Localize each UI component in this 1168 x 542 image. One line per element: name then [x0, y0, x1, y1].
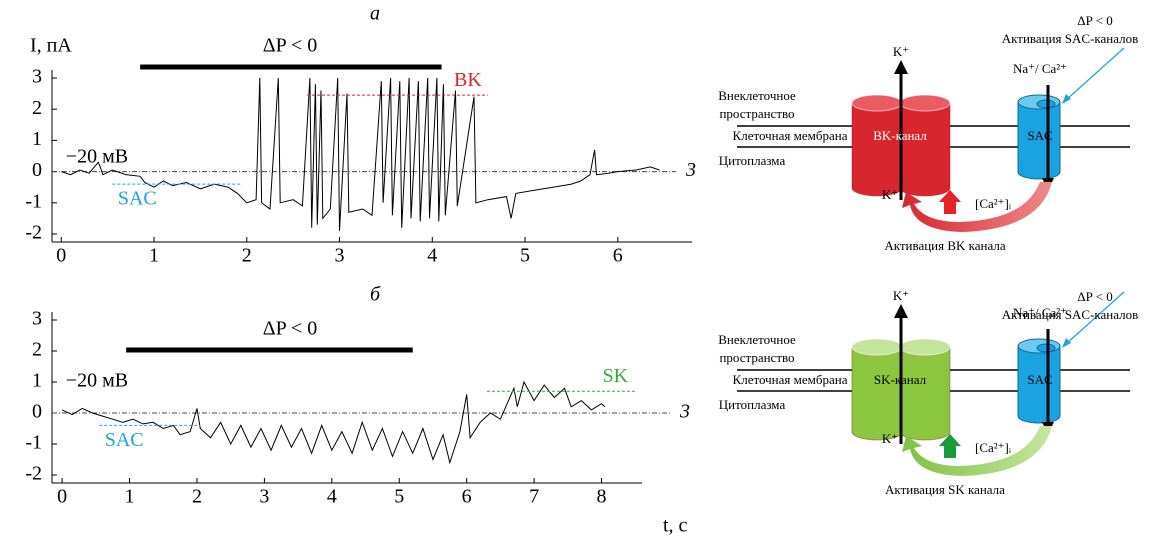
level-label: SK — [602, 365, 628, 387]
ion-label: K⁺ — [893, 44, 909, 59]
reference-label: 3 — [679, 401, 690, 423]
calcium-label: [Ca²⁺]ᵢ — [975, 196, 1012, 211]
x-tick-label: 4 — [327, 486, 337, 508]
stimulus-label: Активация SAC-каналов — [1002, 307, 1139, 322]
y-tick-label: 2 — [32, 97, 42, 119]
sac-pointer-head — [1062, 94, 1071, 104]
k-arrowhead — [894, 304, 908, 318]
y-axis-label: I, пА — [30, 35, 72, 57]
level-label: BK — [454, 69, 482, 91]
channel-top — [851, 94, 903, 112]
calcium-label: [Ca²⁺]ᵢ — [975, 440, 1012, 455]
channel-body — [899, 102, 951, 197]
x-tick-label: 0 — [56, 245, 66, 267]
level-label: SAC — [105, 429, 144, 451]
panel-label: а — [370, 3, 380, 25]
y-tick-label: 0 — [32, 401, 42, 423]
y-tick-label: -1 — [25, 432, 42, 454]
compartment-label: Цитоплазма — [719, 153, 786, 168]
current-trace — [61, 380, 606, 465]
activation-label: Активация BK канала — [884, 238, 1006, 253]
x-tick-label: 3 — [335, 245, 345, 267]
calcium-arrow — [939, 190, 961, 214]
x-tick-label: 4 — [427, 245, 437, 267]
x-axis-label: t, с — [663, 515, 688, 537]
x-tick-label: 6 — [613, 245, 623, 267]
compartment-label: пространство — [719, 350, 794, 365]
y-tick-label: 3 — [32, 66, 42, 88]
activation-arc — [902, 182, 1052, 232]
channel-body — [899, 346, 951, 441]
x-tick-label: 5 — [394, 486, 404, 508]
panel-label: б — [370, 284, 381, 306]
y-tick-label: -2 — [25, 463, 42, 485]
activation-label: Активация SK канала — [885, 482, 1005, 497]
x-tick-label: 6 — [462, 486, 472, 508]
activation-arc — [902, 426, 1052, 476]
channel-diagram: K⁺ Na⁺/ Ca²⁺ Внеклеточное пространство Клето… — [718, 13, 1138, 253]
sac-pore — [1036, 343, 1056, 353]
ion-label: K⁺ — [893, 288, 909, 303]
x-tick-label: 2 — [242, 245, 252, 267]
sac-pointer — [1065, 47, 1125, 101]
level-label: SAC — [118, 188, 157, 210]
k-arrowhead — [894, 60, 908, 74]
y-tick-label: 1 — [32, 370, 42, 392]
stimulus-label: ΔP < 0 — [263, 318, 318, 340]
y-tick-label: -2 — [25, 222, 42, 244]
channel-label: SAC — [1027, 372, 1052, 387]
x-tick-label: 3 — [259, 486, 269, 508]
x-tick-label: 8 — [597, 486, 607, 508]
sac-pore — [1036, 99, 1056, 109]
voltage-label: −20 мВ — [66, 146, 128, 168]
x-tick-label: 1 — [149, 245, 159, 267]
ion-label: K⁺ — [882, 431, 898, 446]
compartment-label: Внеклеточное — [718, 332, 796, 347]
channel-top — [899, 94, 951, 112]
x-tick-label: 7 — [529, 486, 539, 508]
channel-diagram: K⁺ Na⁺/ Ca²⁺ Внеклеточное пространство Клето… — [718, 288, 1138, 497]
stimulus-label: ΔP < 0 — [263, 35, 318, 57]
stimulus-label: ΔP < 0 — [1077, 13, 1112, 28]
compartment-label: Цитоплазма — [719, 397, 786, 412]
compartment-label: пространство — [719, 106, 794, 121]
x-tick-label: 1 — [125, 486, 135, 508]
x-tick-label: 2 — [192, 486, 202, 508]
channel-top — [851, 338, 903, 356]
channel-label: SAC — [1027, 128, 1052, 143]
y-tick-label: -1 — [25, 190, 42, 212]
ion-label: Na⁺/ Ca²⁺ — [1013, 61, 1067, 76]
channel-body — [851, 346, 903, 441]
y-tick-label: 1 — [32, 128, 42, 150]
compartment-label: Клеточная мембрана — [733, 372, 848, 387]
stimulus-label: ΔP < 0 — [1077, 289, 1112, 304]
voltage-label: −20 мВ — [66, 370, 128, 392]
channel-label: BK-канал — [873, 128, 927, 143]
compartment-label: Внеклеточное — [718, 88, 796, 103]
y-tick-label: 0 — [32, 159, 42, 181]
compartment-label: Клеточная мембрана — [733, 128, 848, 143]
sac-pointer — [1065, 291, 1125, 345]
channel-body — [851, 102, 903, 197]
sac-pointer-head — [1062, 338, 1071, 348]
channel-label: SK-канал — [874, 372, 927, 387]
calcium-arrow — [939, 434, 961, 458]
x-tick-label: 5 — [520, 245, 530, 267]
reference-label: 3 — [685, 159, 696, 181]
stimulus-label: Активация SAC-каналов — [1002, 31, 1139, 46]
ion-label: K⁺ — [882, 187, 898, 202]
channel-top — [899, 338, 951, 356]
y-tick-label: 3 — [32, 308, 42, 330]
y-tick-label: 2 — [32, 339, 42, 361]
ion-label: Na⁺/ Ca²⁺ — [1013, 305, 1067, 320]
x-tick-label: 0 — [57, 486, 67, 508]
